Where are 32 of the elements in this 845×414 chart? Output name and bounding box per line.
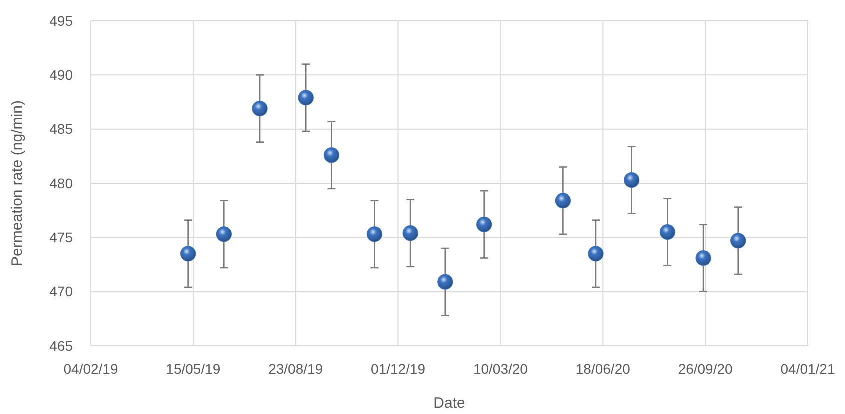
x-tick-label: 04/02/19 [64,361,118,377]
point [298,90,314,106]
x-tick-label: 23/08/19 [268,361,324,377]
x-axis-title: Date [434,395,466,412]
point [438,274,454,290]
point [660,224,676,240]
y-tick-label: 475 [50,230,74,246]
point [366,226,383,242]
x-tick-label: 15/05/19 [166,361,221,377]
x-tick-label: 01/12/19 [371,361,426,377]
point [588,246,604,262]
x-tick-label: 04/01/21 [780,361,836,377]
point [555,193,571,209]
point [624,172,640,188]
y-tick-label: 465 [50,338,74,354]
y-tick-label: 470 [50,284,74,300]
y-tick-label: 485 [50,121,74,138]
y-tick-label: 480 [50,175,74,192]
point [730,233,746,249]
point [476,216,492,232]
point [696,250,712,266]
y-tick-label: 495 [50,12,74,29]
x-tick-label: 10/03/20 [473,361,528,377]
point [180,246,196,262]
y-axis-title: Permeation rate (ng/min) [9,100,26,266]
y-tick-label: 490 [50,67,74,84]
point [324,148,340,164]
x-tick-label: 18/06/20 [576,361,631,377]
point [402,226,418,242]
x-tick-label: 26/09/20 [678,361,734,377]
point [216,226,232,242]
point [252,100,268,117]
